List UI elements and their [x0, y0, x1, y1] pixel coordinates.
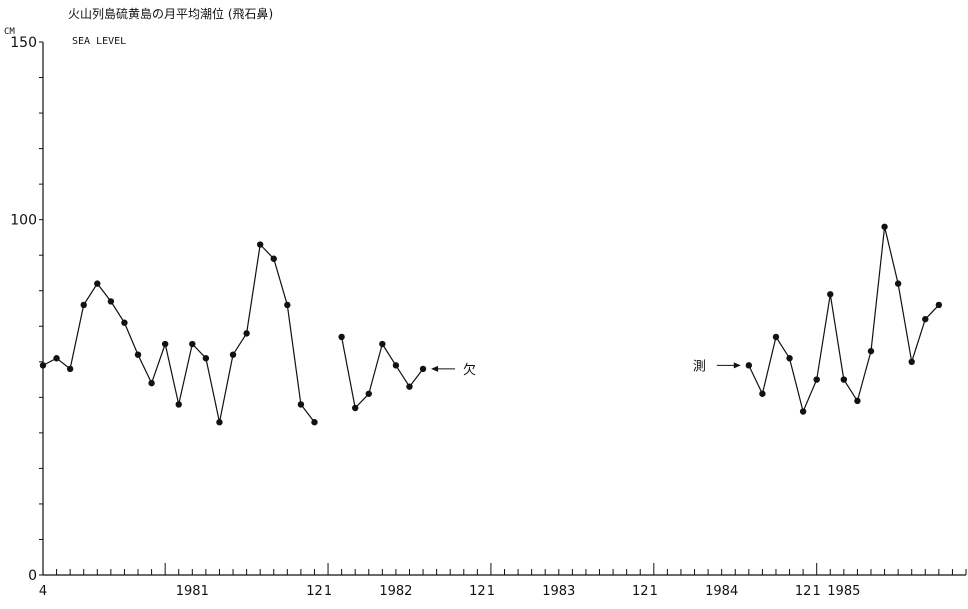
data-point	[53, 355, 60, 362]
data-point	[419, 365, 427, 373]
x-tick-label: 1985	[827, 584, 860, 599]
y-axis-ticks: 0 100 150	[10, 35, 43, 584]
data-point	[107, 298, 115, 305]
data-point	[786, 355, 793, 362]
data-point	[840, 376, 848, 383]
data-point	[772, 333, 780, 341]
y-tick-label: 100	[10, 213, 37, 229]
data-point	[894, 280, 902, 287]
x-tick-label: 4	[39, 584, 47, 599]
data-point	[189, 340, 196, 348]
data-point	[80, 301, 87, 309]
data-point	[827, 291, 834, 298]
annotation-arrowhead	[733, 362, 741, 369]
data-point	[813, 376, 820, 383]
data-point	[338, 333, 345, 341]
x-tick-label: 1984	[705, 584, 738, 599]
data-point	[175, 401, 182, 408]
x-tick-label: 1982	[379, 584, 412, 599]
data-point	[270, 255, 277, 262]
data-point	[161, 340, 169, 348]
data-point	[867, 347, 875, 355]
data-point	[297, 401, 305, 408]
data-point	[392, 362, 400, 369]
data-point	[243, 330, 250, 337]
data-point	[365, 390, 372, 397]
x-tick-label: 1	[813, 584, 821, 599]
data-point	[39, 362, 47, 369]
data-point	[854, 397, 861, 405]
data-point	[216, 419, 223, 426]
annotation-text: 欠	[463, 362, 476, 378]
annotation-text: 測	[693, 359, 706, 374]
x-axis-ticks	[42, 563, 967, 575]
data-point	[134, 351, 142, 358]
x-tick-label: 12	[306, 584, 323, 599]
series-line	[341, 336, 424, 410]
x-tick-label: 12	[469, 584, 486, 599]
data-point	[94, 280, 101, 287]
x-tick-label: 1	[650, 584, 658, 599]
data-point	[229, 351, 237, 358]
data-point	[121, 319, 128, 326]
data-point	[922, 315, 929, 323]
data-point	[148, 379, 155, 387]
series-points	[39, 223, 943, 426]
y-tick-label: 0	[28, 568, 37, 584]
data-point	[745, 362, 753, 369]
x-tick-label: 1	[324, 584, 332, 599]
y-axis-label: CM	[4, 27, 15, 37]
series-lines	[42, 226, 940, 423]
data-point	[759, 390, 766, 397]
x-tick-label: 1983	[542, 584, 575, 599]
series-line	[748, 226, 940, 414]
x-tick-label: 1	[487, 584, 495, 599]
data-point	[284, 301, 291, 309]
data-point	[406, 383, 413, 390]
y-tick-label: 150	[10, 35, 37, 51]
data-point	[881, 223, 888, 230]
annotation-arrowhead	[431, 365, 439, 372]
chart-subtitle: SEA LEVEL	[72, 36, 126, 47]
data-point	[202, 355, 210, 362]
x-tick-label: 1981	[176, 584, 209, 599]
data-point	[935, 301, 943, 309]
data-point	[66, 365, 74, 373]
x-axis-tick-labels: 4 1981 12 1 1982 12 1 1983 12 1 1984 12 1 1985	[39, 584, 861, 599]
x-tick-label: 12	[632, 584, 649, 599]
series-line	[42, 243, 315, 423]
data-point	[256, 241, 264, 248]
x-tick-label: 12	[795, 584, 812, 599]
chart-title: 火山列島硫黄島の月平均潮位 (飛石鼻)	[68, 6, 273, 21]
annotations: 欠測	[431, 359, 741, 378]
data-point	[351, 404, 359, 412]
data-point	[379, 340, 386, 348]
data-point	[908, 358, 915, 365]
data-point	[799, 408, 807, 415]
data-point	[311, 419, 318, 426]
